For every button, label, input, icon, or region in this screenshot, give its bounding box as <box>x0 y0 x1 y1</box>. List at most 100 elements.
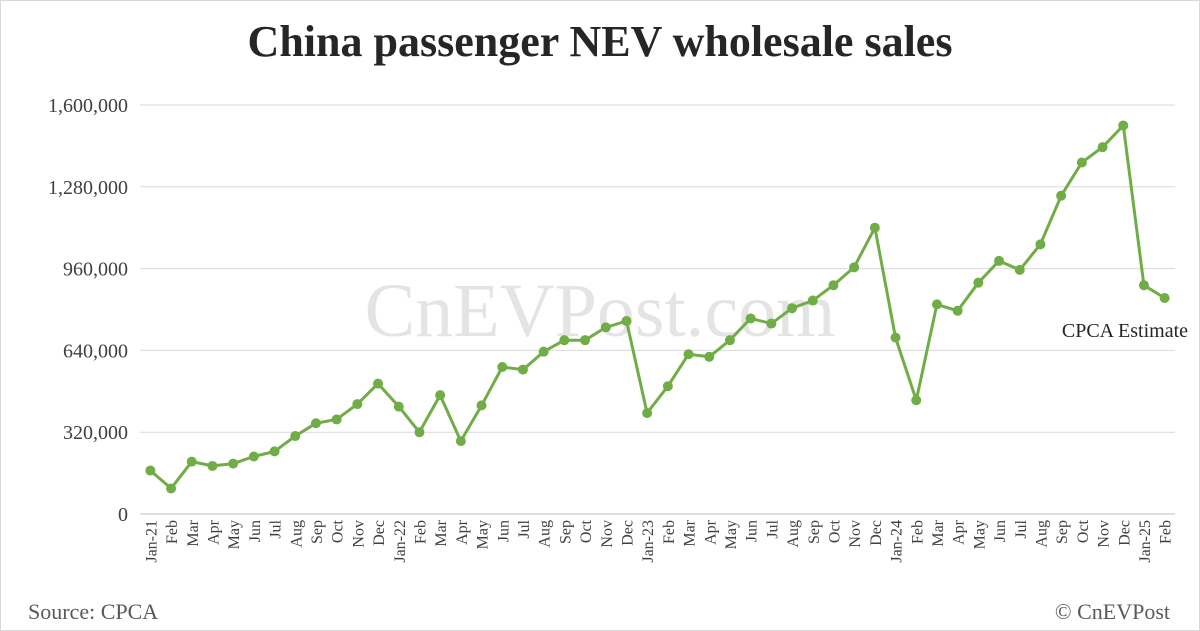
x-tick-label: Jun <box>744 520 761 542</box>
data-point <box>642 408 653 419</box>
x-tick-label: Jul <box>516 519 533 538</box>
x-tick-label: Nov <box>599 520 616 548</box>
x-tick-label: Aug <box>1033 520 1050 548</box>
data-point <box>931 299 942 310</box>
x-tick-label: Apr <box>205 519 222 545</box>
data-point <box>145 465 156 476</box>
data-point <box>455 436 466 447</box>
x-tick-label: Jul <box>764 519 781 538</box>
x-tick-label: Jun <box>992 520 1009 542</box>
x-tick-label: Aug <box>785 520 802 548</box>
data-point <box>207 460 218 471</box>
x-tick-label: Oct <box>330 519 347 543</box>
data-point <box>745 313 756 324</box>
data-point <box>310 418 321 429</box>
y-tick-label: 640,000 <box>63 340 128 362</box>
data-point <box>435 390 446 401</box>
x-tick-label: Sep <box>1054 520 1071 544</box>
x-tick-label: Feb <box>1158 520 1175 544</box>
data-point <box>1014 264 1025 275</box>
data-point <box>559 335 570 346</box>
data-point <box>911 395 922 406</box>
data-point <box>352 399 363 410</box>
annotation-cpca-estimate: CPCA Estimate <box>1062 320 1188 342</box>
data-point <box>331 414 342 425</box>
x-tick-label: Dec <box>1116 520 1133 546</box>
x-tick-label: Mar <box>682 519 699 546</box>
data-point <box>580 335 591 346</box>
data-point <box>1138 280 1149 291</box>
watermark: CnEVPost.com <box>365 269 836 353</box>
x-tick-label: Nov <box>847 520 864 548</box>
data-point <box>828 280 839 291</box>
x-tick-label: Apr <box>702 519 719 545</box>
x-tick-label: Feb <box>164 520 181 544</box>
x-axis: Jan-21 Feb Mar Apr May Jun Jul Aug Sep Oct Nov Dec J… <box>143 519 1174 562</box>
x-tick-label: Jan-25 <box>1137 520 1154 563</box>
data-point <box>662 381 673 392</box>
data-point <box>186 456 197 467</box>
data-point <box>414 427 425 438</box>
y-tick-label: 960,000 <box>63 259 128 281</box>
data-point <box>1035 239 1046 250</box>
x-tick-label: May <box>475 520 492 549</box>
x-tick-label: Jul <box>268 519 285 538</box>
data-point <box>787 303 798 314</box>
x-tick-label: Apr <box>951 519 968 545</box>
x-tick-label: Feb <box>661 520 678 544</box>
x-tick-label: Mar <box>930 519 947 546</box>
data-point <box>683 349 694 360</box>
data-point <box>290 431 301 442</box>
x-tick-label: Aug <box>537 520 554 548</box>
y-tick-label: 0 <box>118 504 128 526</box>
data-point <box>1056 190 1067 201</box>
copyright-label: © CnEVPost <box>1055 599 1170 624</box>
data-point <box>849 262 860 273</box>
x-tick-label: Jul <box>1013 519 1030 538</box>
data-point <box>269 446 280 457</box>
data-point <box>228 458 239 469</box>
x-tick-label: May <box>723 520 740 549</box>
gridlines <box>140 104 1175 515</box>
data-point <box>166 483 177 494</box>
chart-title: China passenger NEV wholesale sales <box>248 17 953 66</box>
data-point <box>724 335 735 346</box>
x-tick-label: Sep <box>557 520 574 544</box>
x-tick-label: Feb <box>909 520 926 544</box>
source-label: Source: CPCA <box>28 599 158 624</box>
x-tick-label: Nov <box>350 520 367 548</box>
data-point <box>538 346 549 357</box>
data-point <box>517 364 528 375</box>
data-point <box>1118 120 1129 131</box>
data-point <box>621 316 632 327</box>
data-point <box>476 400 487 411</box>
data-point <box>952 305 963 316</box>
x-tick-label: Apr <box>454 519 471 545</box>
data-point <box>1097 142 1108 153</box>
data-point <box>766 318 777 329</box>
x-tick-label: Sep <box>806 520 823 544</box>
data-point <box>1159 292 1170 303</box>
x-tick-label: Oct <box>1075 519 1092 543</box>
y-tick-label: 1,600,000 <box>48 95 128 117</box>
x-tick-label: May <box>971 520 988 549</box>
x-tick-label: Nov <box>1096 520 1113 548</box>
y-tick-label: 320,000 <box>63 422 128 444</box>
data-point <box>807 295 818 306</box>
x-tick-label: Mar <box>433 519 450 546</box>
x-tick-label: Oct <box>578 519 595 543</box>
data-point <box>890 332 901 343</box>
series-group <box>145 120 1170 494</box>
x-tick-label: Jun <box>247 520 264 542</box>
x-tick-label: Aug <box>288 520 305 548</box>
data-point <box>373 378 384 389</box>
x-tick-label: Sep <box>309 520 326 544</box>
y-axis: 0 320,000 640,000 960,000 1,280,000 1,600,000 <box>48 95 128 526</box>
data-point <box>497 362 508 373</box>
x-tick-label: Jan-24 <box>889 520 906 563</box>
x-tick-label: Jun <box>495 520 512 542</box>
data-point <box>704 351 715 362</box>
x-tick-label: Jan-23 <box>640 520 657 563</box>
x-tick-label: Dec <box>619 520 636 546</box>
